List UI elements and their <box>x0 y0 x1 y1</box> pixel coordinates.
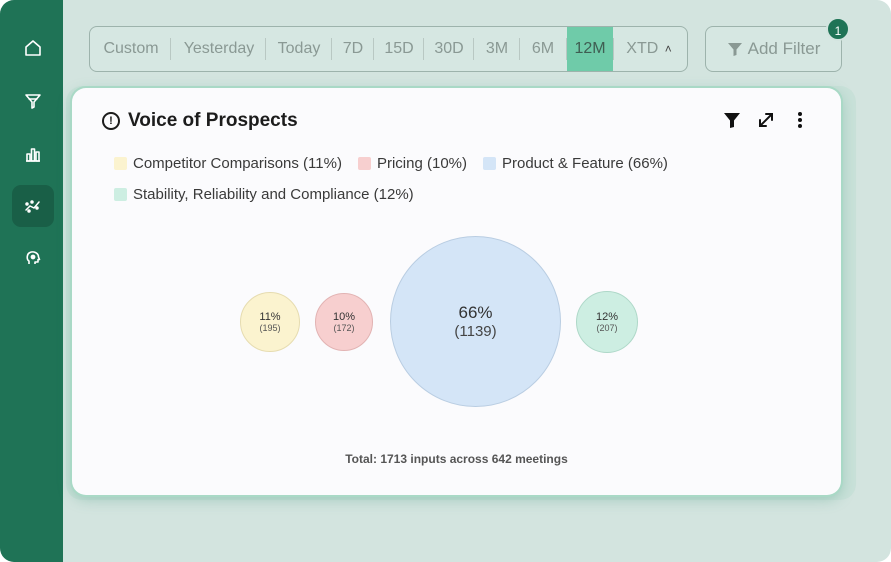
card-toolbar <box>722 110 810 130</box>
divider <box>473 38 474 60</box>
add-filter-button[interactable]: Add Filter <box>705 26 842 72</box>
divider <box>613 38 614 60</box>
bubble-stability[interactable]: 12% (207) <box>576 291 638 353</box>
date-option-yesterday[interactable]: Yesterday <box>183 40 255 57</box>
divider <box>423 38 424 60</box>
home-icon <box>25 40 41 56</box>
xtd-label: XTD <box>626 40 659 57</box>
sidebar-item-ai[interactable] <box>12 237 54 279</box>
sidebar-item-insights[interactable] <box>12 185 54 227</box>
filter-icon <box>727 43 742 56</box>
bubble-count: (195) <box>259 323 281 333</box>
more-vertical-icon[interactable] <box>790 110 810 130</box>
legend-label: Competitor Comparisons (11%) <box>133 155 342 172</box>
date-option-xtd[interactable]: XTD ˄ <box>614 27 684 71</box>
date-option-today[interactable]: Today <box>277 40 321 57</box>
date-option-3m[interactable]: 3M <box>485 40 509 57</box>
legend-label: Pricing (10%) <box>376 155 467 172</box>
brain-icon <box>26 251 41 264</box>
legend-item-stability[interactable]: Stability, Reliability and Compliance (1… <box>114 186 414 203</box>
bubble-competitor[interactable]: 11% (195) <box>240 292 300 352</box>
date-option-30d[interactable]: 30D <box>434 40 464 57</box>
legend-swatch <box>483 157 496 170</box>
sidebar-item-funnel[interactable] <box>12 80 54 122</box>
divider <box>331 38 332 60</box>
expand-icon[interactable] <box>756 110 776 130</box>
legend-item-pricing[interactable]: Pricing (10%) <box>357 155 467 172</box>
card-title: Voice of Prospects <box>128 110 298 131</box>
filter-count-badge: 1 <box>826 17 850 41</box>
sidebar <box>0 0 63 562</box>
legend-row: Stability, Reliability and Compliance (1… <box>114 179 814 210</box>
legend-item-competitor[interactable]: Competitor Comparisons (11%) <box>114 155 342 172</box>
bubble-count: (172) <box>333 323 355 333</box>
funnel-icon <box>25 94 41 109</box>
date-option-7d[interactable]: 7D <box>342 40 364 57</box>
legend-item-product[interactable]: Product & Feature (66%) <box>483 155 668 172</box>
bubble-count: (207) <box>596 323 618 333</box>
card-header: ! Voice of Prospects <box>102 110 298 132</box>
legend-swatch <box>114 157 127 170</box>
bubble-chart: 11% (195) 10% (172) 66% (1139) 12% (207) <box>72 88 841 495</box>
legend-row: Competitor Comparisons (11%) Pricing (10… <box>114 148 814 179</box>
bar-chart-icon <box>26 148 40 162</box>
divider <box>170 38 171 60</box>
date-option-6m[interactable]: 6M <box>531 40 555 57</box>
bubble-pricing[interactable]: 10% (172) <box>315 293 373 351</box>
date-option-15d[interactable]: 15D <box>384 40 414 57</box>
sidebar-item-analytics[interactable] <box>12 133 54 175</box>
legend-swatch <box>114 188 127 201</box>
sidebar-item-home[interactable] <box>12 27 54 69</box>
info-icon[interactable]: ! <box>102 112 120 130</box>
voice-of-prospects-card: ! Voice of Prospects Competitor Comparis… <box>72 88 841 495</box>
divider <box>519 38 520 60</box>
divider <box>566 38 567 60</box>
bubble-count: (1139) <box>454 323 497 340</box>
bubble-percent: 12% <box>595 311 619 323</box>
bubble-percent: 66% <box>458 303 493 322</box>
date-option-custom[interactable]: Custom <box>103 40 159 57</box>
legend-swatch <box>357 157 371 170</box>
divider <box>373 38 374 60</box>
bubble-percent: 11% <box>259 311 281 323</box>
divider <box>265 38 266 60</box>
date-option-12m[interactable]: 12M <box>567 27 613 71</box>
filter-icon[interactable] <box>722 110 742 130</box>
bubble-percent: 10% <box>332 311 356 323</box>
legend-label: Stability, Reliability and Compliance (1… <box>133 186 414 203</box>
chevron-up-icon: ˄ <box>664 42 672 56</box>
add-filter-label: Add Filter <box>747 39 821 58</box>
legend-label: Product & Feature (66%) <box>502 155 668 172</box>
date-range-selector: Custom Yesterday Today 7D 15D 30D 3M 6M … <box>89 26 688 72</box>
chart-legend: Competitor Comparisons (11%) Pricing (10… <box>114 148 814 210</box>
bubble-product[interactable]: 66% (1139) <box>390 236 561 407</box>
scatter-icon <box>25 200 40 213</box>
total-summary: Total: 1713 inputs across 642 meetings <box>345 452 568 466</box>
